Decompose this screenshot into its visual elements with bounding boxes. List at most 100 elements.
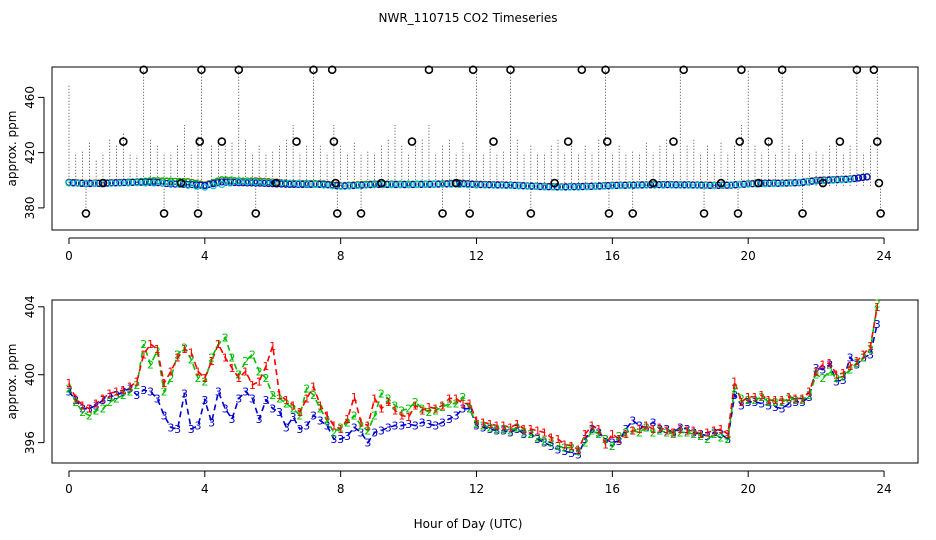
series-marker-1: 1	[622, 428, 629, 441]
baseline-point-3	[209, 180, 217, 188]
series-marker-2: 2	[140, 338, 147, 351]
baseline-point-cyan	[73, 179, 82, 187]
series-marker-1: 1	[228, 362, 235, 375]
series-marker-3: 3	[711, 426, 718, 439]
series-marker-1: 1	[724, 428, 731, 441]
series-marker-2: 2	[718, 432, 725, 445]
series-marker-2: 2	[317, 403, 324, 416]
series-marker-3: 3	[201, 394, 208, 407]
baseline-point-3	[519, 182, 527, 190]
series-marker-2: 2	[840, 370, 847, 383]
series-marker-1: 1	[425, 401, 432, 414]
x-tick-label: 8	[337, 249, 345, 263]
plot-frame	[51, 299, 919, 464]
baseline-point-3	[392, 180, 400, 189]
series-marker-1: 1	[480, 416, 487, 429]
x-tick-label: 20	[741, 482, 756, 496]
series-marker-1: 1	[127, 381, 134, 394]
baseline-point-cyan	[710, 181, 718, 190]
baseline-point-3	[863, 173, 871, 181]
baseline-point-cyan	[659, 181, 667, 189]
series-marker-1: 1	[412, 399, 419, 412]
series-marker-2: 2	[677, 426, 684, 439]
series-marker-1: 1	[432, 403, 439, 416]
series-marker-1: 1	[690, 425, 697, 438]
x-tick-label: 0	[65, 482, 73, 496]
series-marker-1: 1	[473, 415, 480, 428]
series-marker-1: 1	[351, 391, 358, 404]
series-marker-1: 1	[86, 403, 93, 416]
baseline-point-cyan	[82, 179, 90, 187]
baseline-point-cyan	[252, 178, 260, 186]
series-marker-1: 1	[588, 420, 595, 433]
series-marker-3: 3	[466, 403, 473, 416]
baseline-point-3	[417, 180, 425, 189]
series-marker-2: 2	[324, 415, 331, 428]
series-marker-2: 2	[785, 392, 792, 405]
series-marker-3: 3	[751, 396, 758, 409]
series-marker-2: 2	[629, 425, 636, 438]
series-marker-2: 2	[364, 425, 371, 438]
series-marker-1: 1	[704, 426, 711, 439]
series-marker-2: 2	[690, 428, 697, 441]
baseline-point-cyan	[90, 179, 99, 188]
series-marker-1: 1	[527, 423, 534, 436]
series-marker-3: 3	[256, 413, 263, 426]
series-marker-1: 1	[575, 443, 582, 456]
baseline-point-3	[256, 179, 264, 187]
series-marker-1: 1	[779, 394, 786, 407]
series-marker-3: 3	[860, 352, 867, 365]
baseline-point-3	[663, 181, 672, 189]
series-marker-2: 2	[853, 357, 860, 370]
series-marker-3: 3	[677, 421, 684, 434]
outlier-marker	[327, 65, 337, 75]
series-marker-3: 3	[378, 425, 385, 438]
series-marker-3: 3	[602, 433, 609, 446]
series-marker-3: 3	[181, 387, 188, 400]
series-marker-2: 2	[724, 433, 731, 446]
baseline-point-3	[850, 175, 858, 183]
baseline-point-cyan	[676, 181, 684, 189]
series-marker-2: 2	[344, 416, 351, 429]
series-marker-2: 2	[507, 425, 514, 438]
series-marker-3: 3	[806, 391, 813, 404]
series-marker-2: 2	[120, 389, 127, 402]
baseline-point-3	[774, 179, 782, 187]
baseline-point-cyan	[719, 181, 727, 189]
baseline-point-cyan	[388, 181, 396, 189]
outlier-marker	[81, 209, 91, 218]
baseline-point-cyan	[651, 181, 659, 189]
baseline-point-cyan	[625, 181, 633, 190]
baseline-point-cyan	[532, 182, 540, 191]
series-marker-3: 3	[588, 423, 595, 436]
baseline-point-3	[859, 173, 867, 182]
series-marker-1: 1	[663, 425, 670, 438]
outlier-marker	[377, 178, 386, 188]
y-tick-label: 404	[23, 295, 37, 318]
baseline-point-cyan	[795, 178, 803, 186]
outlier-marker	[271, 178, 281, 188]
baseline-point-cyan	[583, 183, 591, 191]
outlier-marker	[193, 209, 203, 218]
baseline-point-cyan	[557, 183, 566, 191]
series-marker-3: 3	[215, 386, 222, 399]
series-marker-1: 1	[337, 423, 344, 436]
series-marker-2: 2	[201, 376, 208, 389]
baseline-point-cyan	[209, 182, 217, 190]
baseline-point-3	[349, 181, 358, 190]
series-marker-2: 2	[493, 423, 500, 436]
baseline-point-cyan	[218, 180, 226, 189]
series-marker-2: 2	[480, 420, 487, 433]
series-marker-1: 1	[785, 391, 792, 404]
series-marker-3: 3	[813, 362, 820, 375]
series-marker-1: 1	[833, 369, 840, 382]
series-marker-1: 1	[466, 398, 473, 411]
series-marker-1: 1	[364, 420, 371, 433]
series-marker-3: 3	[154, 392, 161, 405]
series-marker-2: 2	[833, 372, 840, 385]
series-marker-2: 2	[303, 382, 310, 395]
series-marker-1: 1	[500, 420, 507, 433]
series-marker-3: 3	[595, 426, 602, 439]
series-marker-3: 3	[874, 318, 881, 331]
series-marker-1: 1	[72, 392, 79, 405]
